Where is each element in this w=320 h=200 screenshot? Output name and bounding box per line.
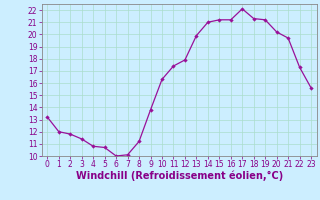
X-axis label: Windchill (Refroidissement éolien,°C): Windchill (Refroidissement éolien,°C) — [76, 171, 283, 181]
